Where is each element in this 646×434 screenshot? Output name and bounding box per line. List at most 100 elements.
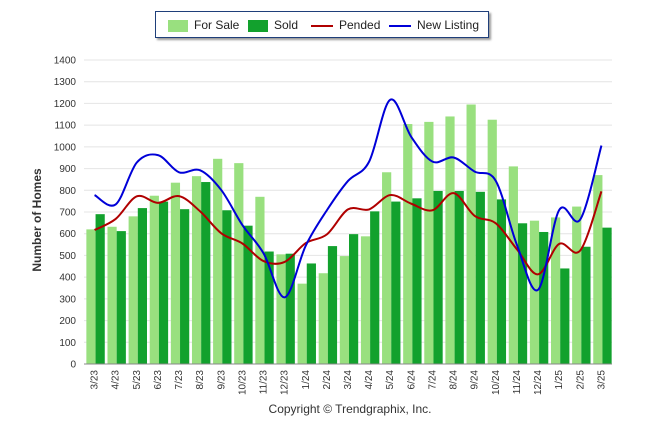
y-tick-label: 1100 [54, 121, 76, 132]
y-axis-label: Number of Homes [30, 168, 44, 272]
y-tick-label: 1000 [54, 142, 77, 153]
legend-item-pended[interactable]: Pended [311, 18, 380, 32]
bar-sold[interactable] [327, 246, 338, 364]
x-tick-label: 3/25 [596, 370, 607, 390]
x-tick-label: 1/25 [554, 370, 565, 390]
bar-sold[interactable] [264, 251, 274, 364]
legend-label-pended: Pended [339, 18, 381, 32]
bar-sold[interactable] [137, 208, 147, 364]
bar-sold[interactable] [581, 246, 591, 364]
bar-sold[interactable] [454, 190, 464, 364]
bar-for-sale[interactable] [445, 116, 455, 364]
bar-sold[interactable] [602, 227, 612, 364]
bar-sold[interactable] [433, 190, 443, 364]
x-tick-label: 2/25 [575, 370, 586, 390]
bar-for-sale[interactable] [466, 104, 476, 364]
x-tick-label: 6/23 [153, 370, 164, 390]
bar-sold[interactable] [517, 223, 528, 364]
legend-swatch-new-listing [389, 24, 411, 27]
bar-for-sale[interactable] [424, 121, 434, 364]
bar-sold[interactable] [496, 199, 507, 364]
x-tick-label: 10/23 [237, 370, 248, 395]
legend-swatch-for-sale [168, 19, 188, 32]
x-tick-label: 12/24 [533, 370, 544, 395]
bar-for-sale[interactable] [149, 195, 159, 364]
bar-sold[interactable] [370, 211, 380, 364]
x-tick-label: 6/24 [406, 370, 417, 390]
x-tick-label: 8/24 [449, 370, 460, 390]
bar-for-sale[interactable] [255, 196, 265, 364]
bar-for-sale[interactable] [339, 256, 349, 364]
x-tick-label: 9/24 [470, 370, 481, 390]
bar-sold[interactable] [116, 231, 126, 364]
bar-sold[interactable] [243, 225, 253, 364]
bars [86, 104, 612, 364]
line-new-listing[interactable] [94, 98, 603, 299]
y-tick-label: 300 [59, 294, 76, 305]
y-tick-label: 1400 [54, 56, 77, 67]
bar-for-sale[interactable] [572, 206, 582, 364]
bar-for-sale[interactable] [551, 217, 561, 364]
bar-sold[interactable] [95, 214, 105, 364]
line-pended[interactable] [94, 191, 603, 276]
x-tick-label: 5/23 [132, 370, 143, 390]
x-tick-label: 7/24 [427, 370, 438, 390]
x-tick-label: 11/24 [512, 370, 523, 395]
bar-for-sale[interactable] [191, 176, 202, 364]
x-tick-label: 3/23 [90, 370, 101, 390]
bar-for-sale[interactable] [403, 124, 413, 364]
bar-sold[interactable] [539, 231, 549, 364]
y-tick-label: 500 [59, 251, 76, 262]
legend-item-for-sale[interactable]: For Sale [168, 18, 239, 32]
bar-for-sale[interactable] [213, 158, 223, 364]
bar-sold[interactable] [180, 209, 190, 364]
x-tick-label: 4/23 [111, 370, 122, 390]
x-tick-label: 9/23 [216, 370, 227, 390]
legend-label-sold: Sold [274, 18, 299, 32]
y-tick-label: 1300 [54, 77, 77, 88]
bar-sold[interactable] [391, 201, 401, 364]
y-tick-label: 800 [59, 186, 76, 197]
bar-for-sale[interactable] [107, 226, 117, 364]
bar-for-sale[interactable] [128, 216, 138, 364]
bar-for-sale[interactable] [529, 220, 540, 364]
bar-sold[interactable] [560, 268, 570, 364]
legend: For Sale Sold Pended New Listing [155, 11, 489, 38]
bar-for-sale[interactable] [382, 172, 392, 364]
bar-sold[interactable] [201, 182, 211, 364]
y-tick-label: 100 [59, 338, 76, 349]
legend-label-new-listing: New Listing [417, 18, 480, 32]
bar-for-sale[interactable] [593, 175, 603, 364]
y-tick-label: 900 [59, 164, 76, 175]
bar-sold[interactable] [222, 210, 232, 364]
x-tick-label: 12/23 [280, 370, 291, 395]
bar-sold[interactable] [412, 198, 422, 364]
x-tick-label: 3/24 [343, 370, 354, 390]
bar-for-sale[interactable] [86, 229, 96, 364]
legend-swatch-sold [248, 19, 268, 32]
bar-for-sale[interactable] [508, 166, 518, 364]
bar-for-sale[interactable] [170, 182, 181, 364]
legend-item-new-listing[interactable]: New Listing [389, 18, 479, 32]
bar-sold[interactable] [285, 253, 295, 364]
legend-item-sold[interactable]: Sold [248, 18, 298, 32]
y-tick-label: 0 [70, 360, 76, 371]
legend-label-for-sale: For Sale [194, 18, 240, 32]
x-axis-ticks: 3/23 4/23 5/23 6/23 7/23 8/23 9/23 10/23 11/23 12… [90, 370, 608, 395]
bar-sold[interactable] [475, 191, 485, 364]
bar-for-sale[interactable] [360, 236, 371, 364]
bar-for-sale[interactable] [234, 163, 244, 364]
bar-sold[interactable] [349, 234, 359, 364]
bar-for-sale[interactable] [318, 273, 328, 364]
y-tick-label: 600 [59, 229, 76, 240]
x-tick-label: 11/23 [259, 370, 270, 395]
y-tick-label: 700 [59, 208, 76, 219]
bar-sold[interactable] [306, 263, 316, 364]
bar-sold[interactable] [158, 201, 169, 364]
bar-for-sale[interactable] [487, 119, 497, 364]
x-tick-label: 4/24 [364, 370, 375, 390]
x-tick-label: 8/23 [195, 370, 206, 390]
bar-for-sale[interactable] [297, 283, 307, 364]
x-tick-label: 10/24 [491, 370, 502, 395]
bar-for-sale[interactable] [276, 254, 286, 364]
